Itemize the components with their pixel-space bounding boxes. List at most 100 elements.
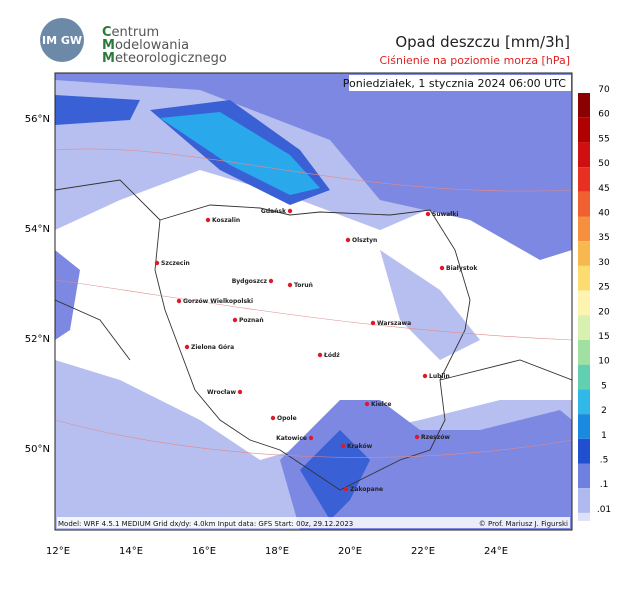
colorbar-segment: [578, 265, 590, 291]
city-dot: [343, 486, 349, 492]
lon-label: 24°E: [484, 546, 508, 557]
colorbar-segment: [578, 438, 590, 464]
colorbar-label: 10: [598, 357, 610, 367]
colorbar-label: 1: [601, 431, 607, 441]
map-area: [55, 73, 572, 530]
city-label: Koszalin: [212, 217, 240, 224]
city-dot: [205, 217, 211, 223]
city-dot: [439, 265, 445, 271]
colorbar-label: 50: [598, 159, 610, 169]
city-label: Białystok: [446, 265, 478, 272]
city-dot: [268, 278, 274, 284]
colorbar-segment: [578, 488, 590, 513]
map-frame: [54, 72, 573, 531]
colorbar-label: 15: [598, 332, 609, 342]
colorbar-segment: [578, 93, 590, 118]
lon-label: 16°E: [192, 546, 216, 557]
city-dot: [232, 317, 238, 323]
lat-label: 56°N: [25, 114, 50, 125]
city-label: Szczecin: [161, 260, 190, 267]
city-label: Poznań: [239, 317, 264, 324]
city-dot: [364, 401, 370, 407]
city-label: Łódź: [323, 352, 340, 359]
city-label: Suwałki: [432, 211, 458, 218]
colorbar-segment: [578, 167, 590, 192]
colorbar-label: 40: [598, 209, 610, 219]
city-dot: [370, 320, 376, 326]
city-label: Warszawa: [377, 320, 411, 327]
colorbar-segment: [578, 191, 590, 217]
colorbar-label: .01: [597, 505, 611, 515]
city-label: Rzeszów: [421, 434, 450, 441]
city-dot: [270, 415, 276, 421]
city-label: Kraków: [347, 443, 373, 450]
city-label: Gorzów Wielkopolski: [183, 298, 253, 305]
city-label: Bydgoszcz: [232, 278, 268, 285]
footer-box: [57, 517, 570, 528]
city-dot: [237, 389, 243, 395]
colorbar-label: 45: [598, 184, 609, 194]
city-label: Toruń: [294, 282, 313, 289]
date: Poniedziałek, 1 stycznia 2024 06:00 UTC: [343, 77, 567, 90]
colorbar-label: .1: [600, 480, 609, 490]
lat-label: 54°N: [25, 224, 50, 235]
city-label: Zakopane: [350, 486, 383, 493]
city-label: Kielce: [371, 401, 391, 408]
city-dot: [184, 344, 190, 350]
city-label: Olsztyn: [352, 237, 377, 244]
footer-model: Model: WRF 4.5.1 MEDIUM Grid dx/dy: 4.0k…: [58, 520, 353, 528]
city-label: Zielona Góra: [191, 344, 234, 351]
lon-label: 18°E: [265, 546, 289, 557]
colorbar-segment: [578, 142, 590, 168]
city-dot: [287, 282, 293, 288]
city-label: Katowice: [276, 435, 307, 442]
colorbar-segment: [578, 463, 590, 489]
city-dot: [340, 443, 346, 449]
subtitle: Ciśnienie na poziomie morza [hPa]: [380, 54, 571, 67]
lon-label: 14°E: [119, 546, 143, 557]
city-dot: [287, 208, 293, 214]
colorbar-segment: [578, 414, 590, 439]
org-line: Meteorologicznego: [102, 51, 227, 66]
city-dot: [422, 373, 428, 379]
colorbar-label: 2: [601, 406, 607, 416]
colorbar-segment: [578, 340, 590, 365]
city-dot: [414, 434, 420, 440]
colorbar-segment: [578, 512, 590, 521]
city-label: Lublin: [429, 373, 450, 380]
colorbar-segment: [578, 241, 590, 266]
colorbar-label: 55: [598, 134, 609, 144]
city-label: Opole: [277, 415, 297, 422]
city-dot: [154, 260, 160, 266]
logo-text: IM GW: [42, 34, 82, 47]
city-dot: [425, 211, 431, 217]
org-line: Centrum: [102, 25, 160, 40]
colorbar-label: 35: [598, 233, 609, 243]
date-box: [349, 75, 571, 91]
colorbar-segment: [578, 315, 590, 340]
colorbar-label: 5: [601, 381, 607, 391]
colorbar-segment: [578, 216, 590, 242]
colorbar-label: .5: [600, 456, 609, 466]
colorbar-segment: [578, 290, 590, 316]
lon-label: 12°E: [46, 546, 70, 557]
colorbar-segment: [578, 117, 590, 143]
colorbar-segment: [578, 389, 590, 415]
city-dot: [317, 352, 323, 358]
colorbar-label: 25: [598, 283, 609, 293]
colorbar-label: 20: [598, 307, 610, 317]
city-label: Wrocław: [207, 389, 236, 396]
city-label: Gdańsk: [261, 208, 287, 215]
lat-label: 50°N: [25, 444, 50, 455]
colorbar-label: 60: [598, 110, 610, 120]
lon-label: 20°E: [338, 546, 362, 557]
colorbar-label: 30: [598, 258, 610, 268]
city-dot: [345, 237, 351, 243]
lon-label: 22°E: [411, 546, 435, 557]
lat-label: 52°N: [25, 334, 50, 345]
title: Opad deszczu [mm/3h]: [395, 33, 570, 51]
footer-credit: © Prof. Mariusz J. Figurski: [479, 520, 568, 528]
logo: [40, 18, 84, 62]
colorbar-label: 70: [598, 85, 610, 95]
